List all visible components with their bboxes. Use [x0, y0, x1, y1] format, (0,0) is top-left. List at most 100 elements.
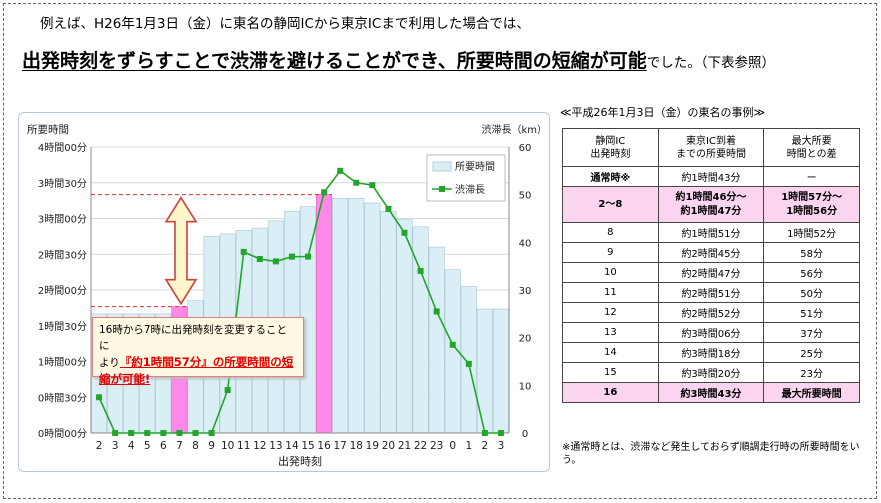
header-departure: 静岡IC 出発時刻 — [562, 128, 659, 167]
table-row: 8 約1時間51分 1時間52分 — [562, 222, 860, 243]
cell-departure: 9 — [562, 242, 659, 263]
callout-line1: 16時から7時に出発時刻を変更することに — [99, 324, 288, 352]
x-tick-label: 11 — [237, 440, 250, 452]
congestion-point — [144, 430, 151, 436]
x-tick-label: 13 — [269, 440, 282, 452]
left-tick-label: 3時間30分 — [38, 178, 87, 190]
x-tick-label: 17 — [334, 440, 347, 452]
right-tick-label: 60 — [519, 143, 532, 154]
x-tick-label: 8 — [192, 440, 199, 452]
x-tick-label: 18 — [350, 440, 363, 452]
x-tick-label: 23 — [430, 440, 443, 452]
x-tick-label: 1 — [465, 440, 472, 452]
travel-time-chart: 0時間00分 0時間30分 1時間00分 1時間30分 2時間00分 2時間30分 3時間0… — [27, 123, 547, 468]
table-row: 12 約2時間52分 51分 — [562, 302, 860, 323]
x-tick-label: 4 — [128, 440, 135, 452]
cell-difference: 25分 — [763, 342, 860, 363]
left-tick-label: 1時間30分 — [38, 321, 87, 333]
congestion-point — [112, 430, 119, 436]
left-tick-label: 0時間30分 — [38, 392, 87, 404]
congestion-point — [256, 256, 263, 263]
outer-frame — [3, 3, 877, 499]
cell-duration: 約2時間45分 — [657, 242, 765, 263]
table-header-row: 静岡IC 出発時刻 東京IC到着 までの所要時間 最大所要 時間との差 — [562, 128, 860, 167]
congestion-point — [385, 205, 392, 212]
right-tick-label: 0 — [522, 429, 528, 440]
bar — [428, 246, 445, 434]
left-tick-label: 2時間30分 — [38, 249, 87, 261]
congestion-point — [176, 430, 183, 436]
cell-difference: 37分 — [763, 322, 860, 343]
legend-label-bar: 所要時間 — [455, 161, 495, 173]
cell-departure: 10 — [562, 262, 659, 283]
congestion-point — [128, 430, 135, 436]
x-tick-label: 3 — [498, 440, 505, 452]
x-tick-label: 19 — [366, 440, 379, 452]
bar — [476, 308, 493, 434]
cell-duration: 約2時間52分 — [657, 302, 765, 323]
cell-duration: 約3時間20分 — [657, 362, 765, 383]
table-row: 2～8 約1時間46分～ 約1時間47分 1時間57分～ 1時間56分 — [562, 186, 860, 223]
cell-duration: 約2時間47分 — [657, 262, 765, 283]
right-tick-label: 50 — [519, 191, 532, 202]
congestion-point — [240, 248, 247, 255]
legend-label-line: 渋滞長 — [455, 183, 485, 196]
congestion-point — [417, 267, 424, 274]
bar — [364, 202, 381, 434]
congestion-point — [305, 253, 312, 260]
right-tick-label: 10 — [519, 381, 532, 392]
legend-swatch-bar — [432, 161, 452, 172]
x-tick-label: 6 — [160, 440, 167, 452]
callout-box: 16時から7時に出発時刻を変更することに より『約1時間57分』の所要時間の短縮… — [92, 317, 304, 386]
left-tick-label: 0時間00分 — [38, 428, 87, 440]
cell-departure: 通常時※ — [562, 166, 659, 187]
cell-departure: 15 — [562, 362, 659, 383]
table-row: 15 約3時間20分 23分 — [562, 362, 860, 383]
congestion-point — [465, 360, 472, 367]
congestion-point — [401, 229, 408, 236]
legend-swatch-marker — [439, 186, 445, 192]
cell-duration: 約2時間51分 — [657, 282, 765, 303]
congestion-point — [96, 394, 103, 401]
x-tick-label: 21 — [398, 440, 411, 452]
left-tick-label: 1時間00分 — [38, 357, 87, 369]
x-tick-label: 0 — [449, 440, 456, 452]
cell-difference: 56分 — [763, 262, 860, 283]
cell-difference: 23分 — [763, 362, 860, 383]
congestion-point — [369, 182, 376, 189]
congestion-point — [321, 189, 328, 196]
right-tick-label: 40 — [519, 238, 532, 249]
x-tick-label: 9 — [208, 440, 215, 452]
table-row: 14 約3時間18分 25分 — [562, 342, 860, 363]
x-tick-label: 15 — [301, 440, 314, 452]
table-row: 16 約3時間43分 最大所要時間 — [562, 382, 860, 403]
congestion-point — [160, 430, 167, 436]
congestion-point — [481, 430, 488, 436]
congestion-point — [433, 308, 440, 315]
table-row: 13 約3時間06分 37分 — [562, 322, 860, 343]
headline-tail: でした。（下表参照） — [646, 55, 775, 71]
cell-departure: 14 — [562, 342, 659, 363]
x-tick-label: 16 — [317, 440, 331, 452]
y-axis-title-right: 渋滞長（km） — [481, 123, 547, 136]
headline: 出発時刻をずらすことで渋滞を避けることができ、所要時間の短縮が可能でした。（下表… — [22, 46, 775, 73]
case-table: 静岡IC 出発時刻 東京IC到着 までの所要時間 最大所要 時間との差 通常時※ 約1… — [562, 128, 860, 403]
callout-highlight: 『約1時間57分』の所要時間の短縮が可能! — [99, 355, 294, 386]
table-row: 11 約2時間51分 50分 — [562, 282, 860, 303]
cell-departure: 16 — [562, 382, 659, 403]
cell-duration: 約1時間43分 — [657, 166, 765, 187]
cell-departure: 11 — [562, 282, 659, 303]
x-tick-label: 14 — [285, 440, 299, 452]
cell-departure: 8 — [562, 222, 659, 243]
cell-difference: 最大所要時間 — [763, 382, 860, 403]
cell-difference: 51分 — [763, 302, 860, 323]
header-duration: 東京IC到着 までの所要時間 — [657, 128, 765, 167]
left-tick-label: 3時間00分 — [38, 214, 87, 226]
bar — [332, 197, 349, 434]
congestion-point — [272, 258, 279, 265]
bar — [380, 211, 397, 434]
table-title: ≪平成26年1月3日（金）の東名の事例≫ — [560, 106, 766, 119]
congestion-point — [337, 167, 344, 174]
cell-difference: 1時間52分 — [763, 222, 860, 243]
congestion-point — [497, 430, 504, 436]
